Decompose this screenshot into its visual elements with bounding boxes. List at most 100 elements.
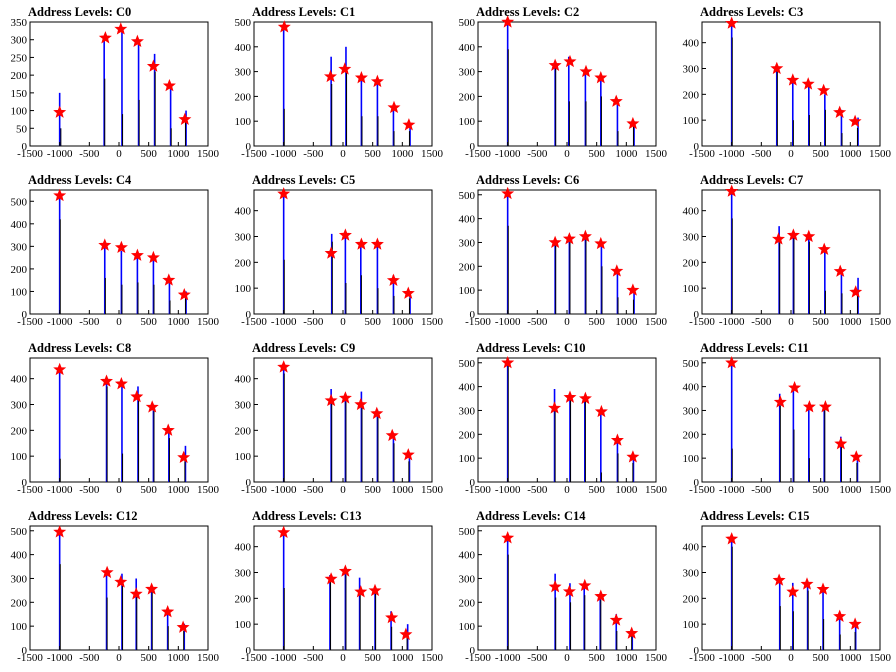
y-tick-label: 300 [683,568,700,580]
x-tick-label: 500 [140,652,157,664]
y-tick-label: 0 [694,141,700,153]
histogram-plot: 0 100 200 300 400 -1500 -1000 -500 0 500 1000 1500 [235,357,444,496]
histogram-plot: 0 100 200 300 400 -1500 -1000 -500 0 500 1000 1500 [11,357,220,496]
x-tick-label: -500 [751,148,772,160]
plot-frame [29,357,209,483]
peak-star-icon [772,573,786,586]
y-tick-label: 300 [11,241,28,253]
peak-star-icon [849,450,863,463]
peak-star-icon [354,70,368,84]
y-tick-label: 100 [459,621,476,633]
peak-star-icon [146,250,160,264]
x-tick-label: -500 [79,148,100,160]
x-tick-label: -1500 [241,316,267,328]
histogram-plot: 0 100 200 300 400 500 -1500 -1000 -500 0 500 1000 15… [459,525,668,664]
peak-star-icon [578,578,592,592]
y-tick-label: 300 [235,568,252,580]
x-tick-label: -1000 [719,484,745,496]
peak-star-icon [848,617,862,630]
y-tick-label: 200 [683,89,700,101]
panel-title: Address Levels: C1 [252,5,356,19]
peak-star-icon [562,584,576,598]
peak-star-icon [100,565,114,579]
peak-star-icon [176,620,190,633]
plot-frame [701,357,881,483]
x-tick-label: 0 [788,652,794,664]
x-tick-label: 0 [788,148,794,160]
x-tick-label: 0 [116,652,122,664]
x-tick-label: 1500 [197,484,220,496]
peak-star-icon [594,236,608,250]
y-tick-label: 0 [22,477,28,489]
peak-star-icon [610,264,624,277]
y-tick-label: 400 [683,382,700,394]
x-tick-label: 1500 [421,652,444,664]
peak-star-icon [130,248,144,261]
peak-star-icon [548,401,561,414]
x-tick-label: -500 [303,652,324,664]
peak-star-icon [370,237,384,250]
plot-frame [477,189,657,315]
peak-star-icon [833,105,847,118]
x-tick-label: -1500 [689,652,715,664]
peak-star-icon [801,77,815,90]
y-tick-label: 0 [246,309,252,321]
peak-star-icon [563,54,577,68]
y-tick-label: 500 [459,17,476,29]
peak-star-icon [98,238,112,251]
y-tick-label: 400 [459,382,476,394]
peak-star-icon [178,112,192,125]
x-tick-label: 500 [364,316,381,328]
peak-star-icon [548,58,562,71]
y-tick-label: 0 [246,645,252,657]
histogram-plot: 0 100 200 300 400 500 -1500 -1000 -500 0 500 1000 15… [459,355,668,496]
y-tick-label: 200 [459,91,476,103]
peak-star-icon [626,450,640,463]
histogram-panel: 0 100 200 300 400 500 -1500 -1000 -500 0 500 1000 15… [448,168,672,336]
peak-star-icon [594,404,608,418]
peak-star-icon [594,70,608,84]
x-tick-label: -500 [751,652,772,664]
y-tick-label: 200 [235,91,252,103]
peak-star-icon [161,604,175,618]
peak-star-icon [579,64,593,78]
y-tick-label: 100 [235,451,252,463]
y-tick-label: 0 [694,477,700,489]
peak-star-icon [401,448,415,461]
x-tick-label: 0 [340,148,346,160]
peak-star-icon [849,285,863,298]
peak-star-icon [114,240,128,253]
y-tick-label: 200 [11,597,28,609]
x-tick-label: -1000 [719,148,745,160]
panel-title: Address Levels: C15 [700,509,810,523]
x-tick-label: 1500 [869,148,892,160]
y-tick-label: 300 [235,400,252,412]
peak-star-icon [725,16,739,29]
y-tick-label: 100 [11,621,28,633]
y-tick-label: 100 [683,453,700,465]
x-tick-label: 0 [564,316,570,328]
x-tick-label: 1500 [645,484,668,496]
peak-star-icon [802,229,816,243]
x-tick-label: 1500 [869,484,892,496]
histogram-panel: 0 100 200 300 400 -1500 -1000 -500 0 500 1000 1500 A… [672,168,896,336]
y-tick-label: 500 [11,526,28,538]
histogram-plot: 0 100 200 300 400 500 -1500 -1000 -500 0 500 1000 15… [235,17,444,160]
histogram-plot: 0 100 200 300 400 500 -1500 -1000 -500 0 500 1000 15… [11,525,220,664]
peak-star-icon [786,73,800,86]
panel-title: Address Levels: C10 [476,341,586,355]
x-tick-label: 1000 [615,652,638,664]
x-tick-label: 1500 [421,316,444,328]
peak-star-icon [609,613,623,626]
peak-star-icon [578,229,592,243]
y-tick-label: 200 [459,261,476,273]
peak-star-icon [802,400,816,413]
y-tick-label: 300 [459,237,476,249]
peak-star-icon [100,374,113,387]
peak-star-icon [399,627,413,641]
y-tick-label: 100 [683,283,700,295]
peak-star-icon [563,390,577,403]
y-tick-label: 500 [459,526,476,538]
y-tick-label: 0 [22,141,28,153]
